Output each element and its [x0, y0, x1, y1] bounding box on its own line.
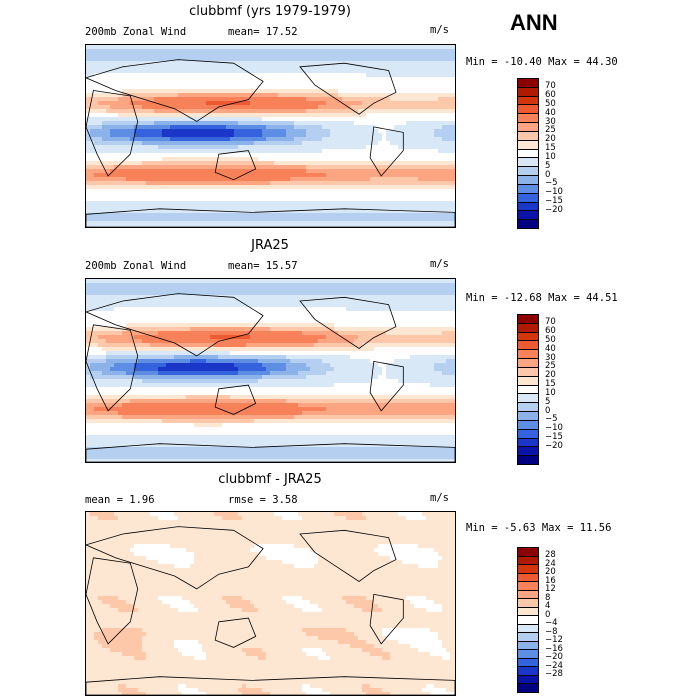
- panel-3-mean-label: mean = 1.96: [85, 494, 155, 506]
- season-label: ANN: [510, 10, 558, 35]
- panel-3-units-label: m/s: [430, 492, 449, 504]
- panel-2-mean-label: mean= 15.57: [228, 260, 298, 272]
- colorbar-tick-label: 0: [545, 609, 551, 620]
- panel-3-map: [85, 511, 456, 696]
- colorbar-tick-label: 4: [545, 601, 551, 612]
- panel-2-colorbar: 70 60 50 40 30 25 20 15 10 5 0 −5 −10 −15 −20: [517, 314, 577, 465]
- panel-1-title: clubbmf (yrs 1979-1979): [189, 4, 351, 19]
- panel-1-colorbar: 70 60 50 40 30 25 20 15 10 5 0 −5 −10 −15 −20: [517, 78, 577, 229]
- colorbar-tick-label: 0: [545, 169, 551, 180]
- colorbar-tick-label: 20: [545, 567, 556, 578]
- colorbar-tick-label: 20: [545, 134, 556, 145]
- colorbar-tick-label: −5: [545, 414, 558, 425]
- colorbar-tick-label: 30: [545, 116, 556, 127]
- colorbar-tick-label: 70: [545, 81, 556, 92]
- panel-2-units-label: m/s: [430, 258, 449, 270]
- colorbar-swatch: [517, 219, 539, 229]
- colorbar-tick-label: 12: [545, 584, 556, 595]
- colorbar-tick-label: −28: [545, 669, 563, 680]
- panel-1-variable-label: 200mb Zonal Wind: [85, 26, 187, 38]
- colorbar-tick-label: 15: [545, 379, 556, 390]
- colorbar-tick-label: 24: [545, 558, 556, 569]
- panel-3-contour-field: [86, 512, 455, 695]
- colorbar-tick-label: 25: [545, 125, 556, 136]
- colorbar-tick-label: −4: [545, 618, 558, 629]
- colorbar-tick-label: 8: [545, 592, 551, 603]
- colorbar-tick-label: 5: [545, 160, 551, 171]
- panel-3-rmse-label: rmse = 3.58: [228, 494, 298, 506]
- colorbar-tick-label: 50: [545, 334, 556, 345]
- panel-3-minmax-label: Min = -5.63 Max = 11.56: [466, 522, 612, 534]
- colorbar-tick-label: 20: [545, 370, 556, 381]
- colorbar-swatch: [517, 683, 539, 693]
- colorbar-tick-label: −15: [545, 432, 563, 443]
- colorbar-tick-label: −20: [545, 204, 563, 215]
- colorbar-tick-label: −20: [545, 652, 563, 663]
- panel-1-map: [85, 44, 456, 228]
- colorbar-tick-label: 15: [545, 143, 556, 154]
- panel-2-contour-field: [86, 279, 455, 462]
- panel-2-variable-label: 200mb Zonal Wind: [85, 260, 187, 272]
- colorbar-tick-label: −10: [545, 187, 563, 198]
- colorbar-tick-label: −5: [545, 178, 558, 189]
- panel-1-mean-label: mean= 17.52: [228, 26, 298, 38]
- panel-2-title: JRA25: [251, 238, 289, 253]
- colorbar-tick-label: 50: [545, 98, 556, 109]
- colorbar-tick-label: −16: [545, 643, 563, 654]
- colorbar-tick-label: 60: [545, 326, 556, 337]
- colorbar-swatch: [517, 455, 539, 465]
- colorbar-tick-label: −24: [545, 660, 563, 671]
- colorbar-tick-label: 70: [545, 317, 556, 328]
- panel-3-title: clubbmf - JRA25: [218, 472, 322, 487]
- colorbar-tick-label: 25: [545, 361, 556, 372]
- colorbar-tick-label: 40: [545, 107, 556, 118]
- colorbar-tick-label: −12: [545, 635, 563, 646]
- colorbar-tick-label: 5: [545, 396, 551, 407]
- panel-1-minmax-label: Min = -10.40 Max = 44.30: [466, 56, 618, 68]
- colorbar-tick-label: −15: [545, 196, 563, 207]
- colorbar-tick-label: 40: [545, 343, 556, 354]
- colorbar-tick-label: −10: [545, 423, 563, 434]
- colorbar-tick-label: −8: [545, 626, 558, 637]
- colorbar-tick-label: 16: [545, 575, 556, 586]
- panel-1-units-label: m/s: [430, 24, 449, 36]
- colorbar-tick-label: 60: [545, 90, 556, 101]
- panel-1-contour-field: [86, 45, 455, 227]
- panel-2-minmax-label: Min = -12.68 Max = 44.51: [466, 292, 618, 304]
- colorbar-tick-label: 10: [545, 387, 556, 398]
- colorbar-tick-label: 10: [545, 151, 556, 162]
- colorbar-tick-label: 0: [545, 405, 551, 416]
- colorbar-tick-label: −20: [545, 440, 563, 451]
- panel-2-map: [85, 278, 456, 463]
- panel-3-colorbar: 28 24 20 16 12 8 4 0 −4 −8 −12 −16 −20 −24 −28: [517, 547, 577, 693]
- colorbar-tick-label: 30: [545, 352, 556, 363]
- colorbar-tick-label: 28: [545, 550, 556, 561]
